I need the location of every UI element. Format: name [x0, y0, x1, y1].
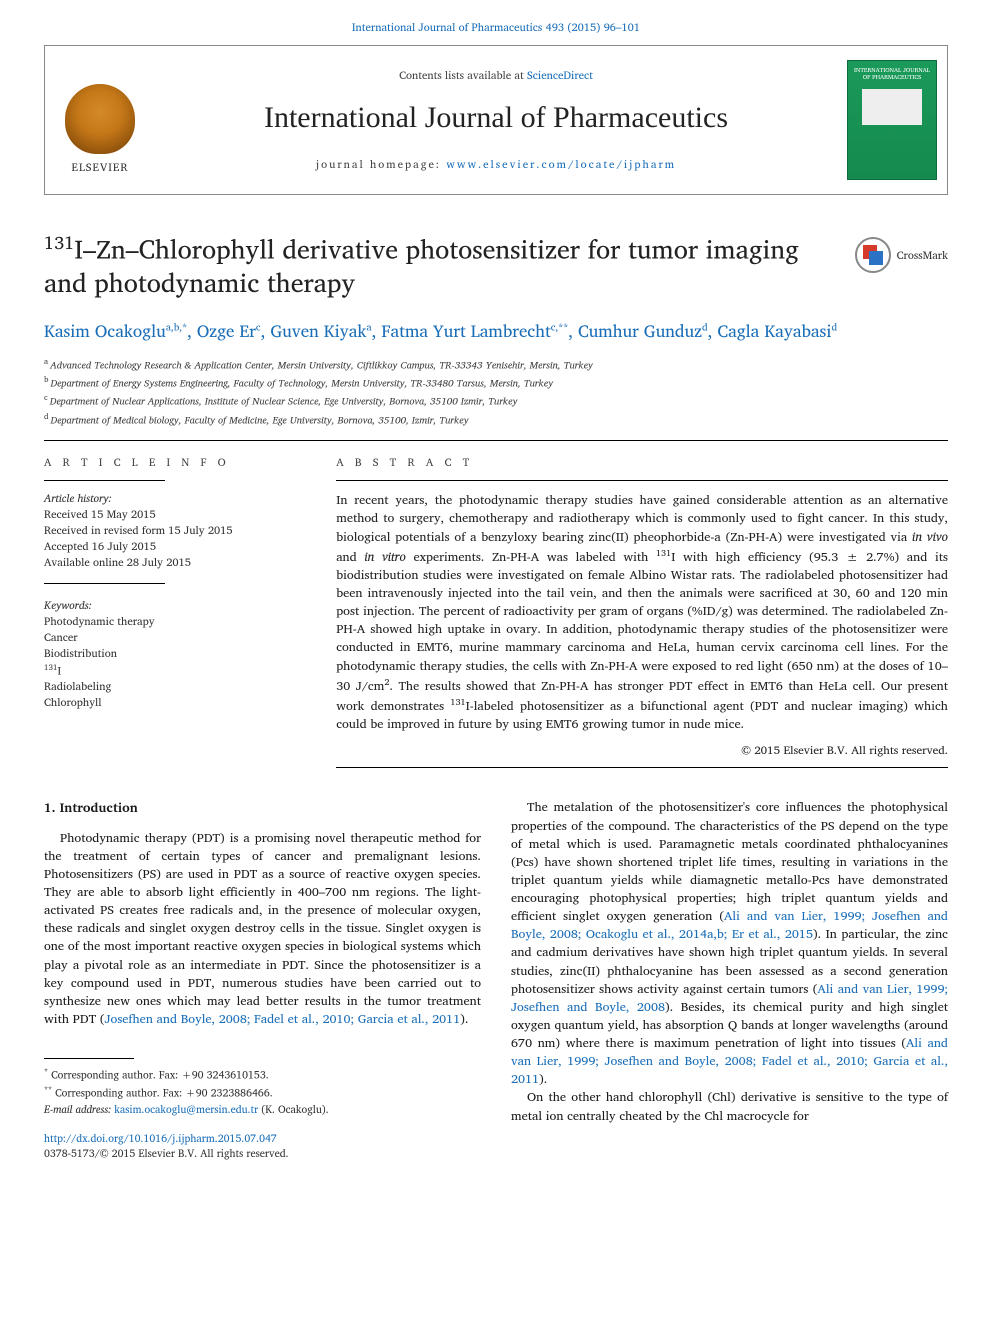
crossmark-icon: [855, 237, 891, 273]
abstract-label: A B S T R A C T: [336, 455, 948, 470]
authors: Kasim Ocakoglua,b,*, Ozge Erc, Guven Kiy…: [44, 319, 948, 345]
doi-block: http://dx.doi.org/10.1016/j.ijpharm.2015…: [44, 1131, 481, 1160]
title-text: I–Zn–Chlorophyll derivative photosensiti…: [44, 229, 799, 304]
article-info-label: A R T I C L E I N F O: [44, 455, 306, 470]
footnote-rule: [44, 1058, 134, 1059]
left-body-column: 1. Introduction Photodynamic therapy (PD…: [44, 798, 481, 1160]
citation-link[interactable]: Josefhen and Boyle, 2008; Fadel et al., …: [104, 1009, 460, 1029]
divider: [44, 440, 948, 441]
keyword: Biodistribution: [44, 646, 306, 662]
homepage-link[interactable]: www.elsevier.com/locate/ijpharm: [446, 155, 676, 173]
intro-paragraph-3: On the other hand chlorophyll (Chl) deri…: [511, 1088, 948, 1124]
contents-prefix: Contents lists available at: [399, 66, 527, 84]
affiliation-line: cDepartment of Nuclear Applications, Ins…: [44, 391, 948, 409]
email-label: E-mail address:: [44, 1100, 114, 1118]
article-info-column: A R T I C L E I N F O Article history: R…: [44, 455, 306, 769]
affiliations: aAdvanced Technology Research & Applicat…: [44, 355, 948, 428]
affiliation-line: bDepartment of Energy Systems Engineerin…: [44, 373, 948, 391]
p1-text: Photodynamic therapy (PDT) is a promisin…: [44, 828, 481, 1029]
journal-homepage: journal homepage: www.elsevier.com/locat…: [316, 157, 676, 172]
cover-title: INTERNATIONAL JOURNAL OF PHARMACEUTICS: [852, 67, 932, 80]
abstract-copyright: © 2015 Elsevier B.V. All rights reserved…: [336, 743, 948, 759]
sciencedirect-link[interactable]: ScienceDirect: [527, 66, 593, 84]
elsevier-tree-icon: [65, 84, 135, 154]
info-divider: [44, 583, 165, 584]
article-history: Article history: Received 15 May 2015Rec…: [44, 491, 306, 571]
intro-paragraph-2: The metalation of the photosensitizer's …: [511, 798, 948, 1088]
header-center: Contents lists available at ScienceDirec…: [155, 46, 837, 194]
abs-divider-bottom: [336, 767, 948, 768]
footnote-1: * Corresponding author. Fax: +90 3243610…: [44, 1065, 481, 1083]
cover-band: [862, 89, 922, 125]
isotope-sup: 131: [44, 227, 74, 257]
abstract-text: In recent years, the photodynamic therap…: [336, 491, 948, 733]
abstract-column: A B S T R A C T In recent years, the pho…: [336, 455, 948, 769]
footnotes: * Corresponding author. Fax: +90 3243610…: [44, 1065, 481, 1117]
crossmark-label: CrossMark: [897, 248, 948, 263]
contents-line: Contents lists available at ScienceDirec…: [399, 68, 593, 83]
p2c-end: ).: [539, 1069, 547, 1089]
footnote-email: E-mail address: kasim.ocakoglu@mersin.ed…: [44, 1102, 481, 1118]
crossmark-badge[interactable]: CrossMark: [855, 237, 948, 273]
abs-divider: [336, 480, 948, 481]
p1-end: ).: [460, 1009, 468, 1029]
elsevier-logo[interactable]: ELSEVIER: [55, 65, 145, 175]
section-heading: 1. Introduction: [44, 798, 481, 816]
keyword: Photodynamic therapy: [44, 614, 306, 630]
publisher-logo-cell: ELSEVIER: [45, 46, 155, 194]
keyword: Chlorophyll: [44, 695, 306, 711]
corresponding-email[interactable]: kasim.ocakoglu@mersin.edu.tr: [114, 1100, 258, 1118]
journal-cover[interactable]: INTERNATIONAL JOURNAL OF PHARMACEUTICS: [847, 60, 937, 180]
affiliation-line: dDepartment of Medical biology, Faculty …: [44, 410, 948, 428]
right-body-column: The metalation of the photosensitizer's …: [511, 798, 948, 1160]
history-line: Available online 28 July 2015: [44, 555, 306, 571]
journal-citation[interactable]: International Journal of Pharmaceutics 4…: [44, 20, 948, 35]
affiliation-line: aAdvanced Technology Research & Applicat…: [44, 355, 948, 373]
info-divider: [44, 480, 165, 481]
keywords-block: Keywords: Photodynamic therapyCancerBiod…: [44, 598, 306, 711]
fn2-mark: **: [44, 1082, 52, 1096]
homepage-prefix: journal homepage:: [316, 155, 446, 173]
email-who: (K. Ocakoglu).: [258, 1100, 328, 1118]
intro-paragraph-1: Photodynamic therapy (PDT) is a promisin…: [44, 829, 481, 1028]
cover-cell: INTERNATIONAL JOURNAL OF PHARMACEUTICS: [837, 46, 947, 194]
elsevier-label: ELSEVIER: [72, 160, 129, 175]
journal-name: International Journal of Pharmaceutics: [264, 97, 728, 139]
fn1-mark: *: [44, 1064, 48, 1078]
fn1-text: Corresponding author. Fax: +90 324361015…: [51, 1066, 269, 1084]
journal-header: ELSEVIER Contents lists available at Sci…: [44, 45, 948, 195]
issn-line: 0378-5173/© 2015 Elsevier B.V. All right…: [44, 1144, 289, 1162]
article-title: 131I–Zn–Chlorophyll derivative photosens…: [44, 231, 835, 299]
